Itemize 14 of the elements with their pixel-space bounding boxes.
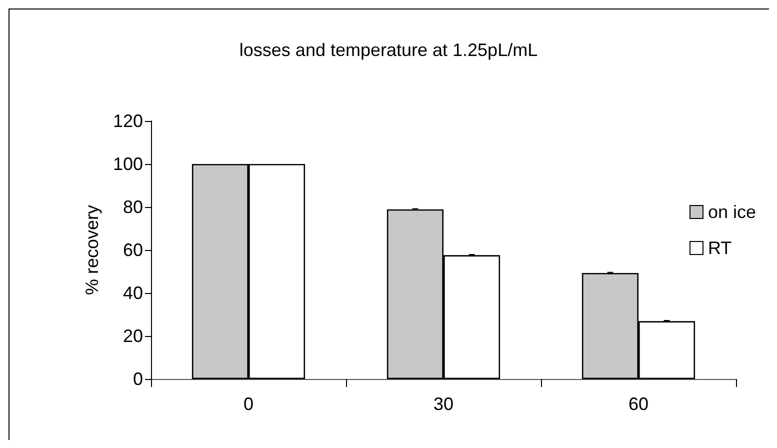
y-tick-label: 120 — [112, 111, 143, 131]
x-tick-label: 0 — [243, 394, 254, 414]
y-tick-label: 100 — [112, 154, 143, 174]
y-tick-label: 0 — [132, 369, 143, 389]
x-tick-label: 60 — [628, 394, 649, 414]
chart-title: losses and temperature at 1.25pL/mL — [239, 40, 538, 60]
x-tick-label: 30 — [433, 394, 454, 414]
y-tick-label: 40 — [122, 283, 143, 303]
y-tick-label: 20 — [122, 326, 143, 346]
legend-label: RT — [708, 238, 732, 258]
y-axis-title: % recovery — [82, 204, 102, 296]
y-tick-label: 80 — [122, 197, 143, 217]
y-tick-label: 60 — [122, 240, 143, 260]
legend-label: on ice — [708, 202, 756, 222]
